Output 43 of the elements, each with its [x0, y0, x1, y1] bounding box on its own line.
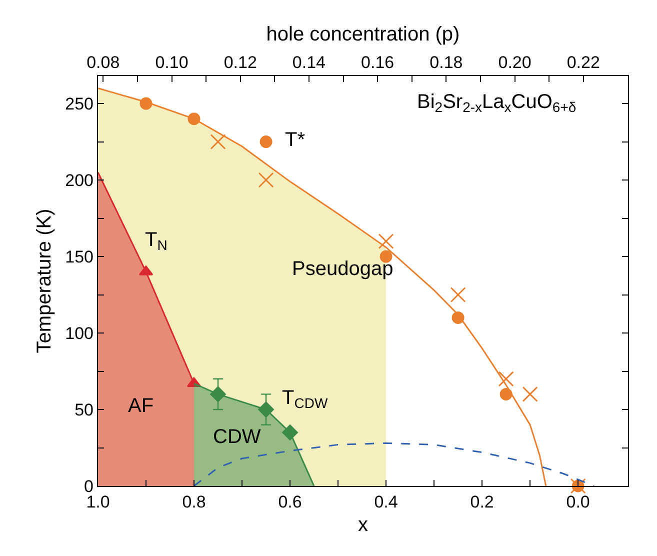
- annotation: T$_{CDW}$: [282, 387, 328, 412]
- x-axis-title: x: [358, 514, 368, 536]
- point: [210, 386, 226, 402]
- point: [498, 371, 514, 387]
- annotation: T$_{N}$: [145, 229, 168, 254]
- annotation: Bi$_{2}$Sr$_{2-x}$La$_{x}$CuO$_{6+δ}$: [417, 91, 576, 116]
- point: [258, 402, 274, 418]
- annotation: AF: [128, 395, 154, 417]
- point: [210, 134, 226, 150]
- point: [450, 287, 466, 303]
- y-tick-label: 200: [65, 170, 94, 190]
- point: [258, 172, 274, 188]
- x-tick-label: 0.4: [374, 492, 398, 512]
- y-tick-label: 100: [65, 324, 94, 343]
- x2-tick-label: 0.16: [361, 53, 394, 72]
- point: [260, 136, 272, 148]
- point: [500, 388, 512, 400]
- point: [452, 311, 464, 324]
- line-series: [193, 442, 595, 486]
- y-axis-title: Temperature (K): [34, 208, 56, 354]
- annotation: CDW: [213, 426, 261, 448]
- x-tick-label: 0.0: [566, 492, 590, 512]
- x2-tick-label: 0.10: [155, 53, 188, 72]
- x-tick-label: 0.8: [182, 492, 206, 512]
- point: [140, 97, 152, 110]
- x2-tick-label: 0.12: [224, 53, 257, 72]
- x2-tick-label: 0.18: [430, 53, 463, 72]
- point: [188, 112, 200, 126]
- x2-axis-title: hole concentration (p): [266, 24, 460, 46]
- x2-tick-label: 0.22: [566, 53, 600, 72]
- point: [282, 424, 298, 440]
- x2-tick-label: 0.08: [86, 53, 120, 72]
- x2-tick-label: 0.14: [292, 53, 326, 72]
- x2-tick-label: 0.20: [498, 53, 532, 72]
- point: [378, 233, 394, 249]
- x-tick-label: 0.6: [278, 492, 302, 512]
- y-tick-label: 150: [65, 247, 94, 266]
- x-tick-label: 0.2: [470, 492, 494, 512]
- point: [522, 386, 538, 402]
- y-tick-label: 250: [65, 94, 94, 114]
- y-tick-label: 50: [74, 400, 94, 420]
- annotation: T*: [285, 129, 306, 151]
- annotation: Pseudogap: [292, 258, 394, 280]
